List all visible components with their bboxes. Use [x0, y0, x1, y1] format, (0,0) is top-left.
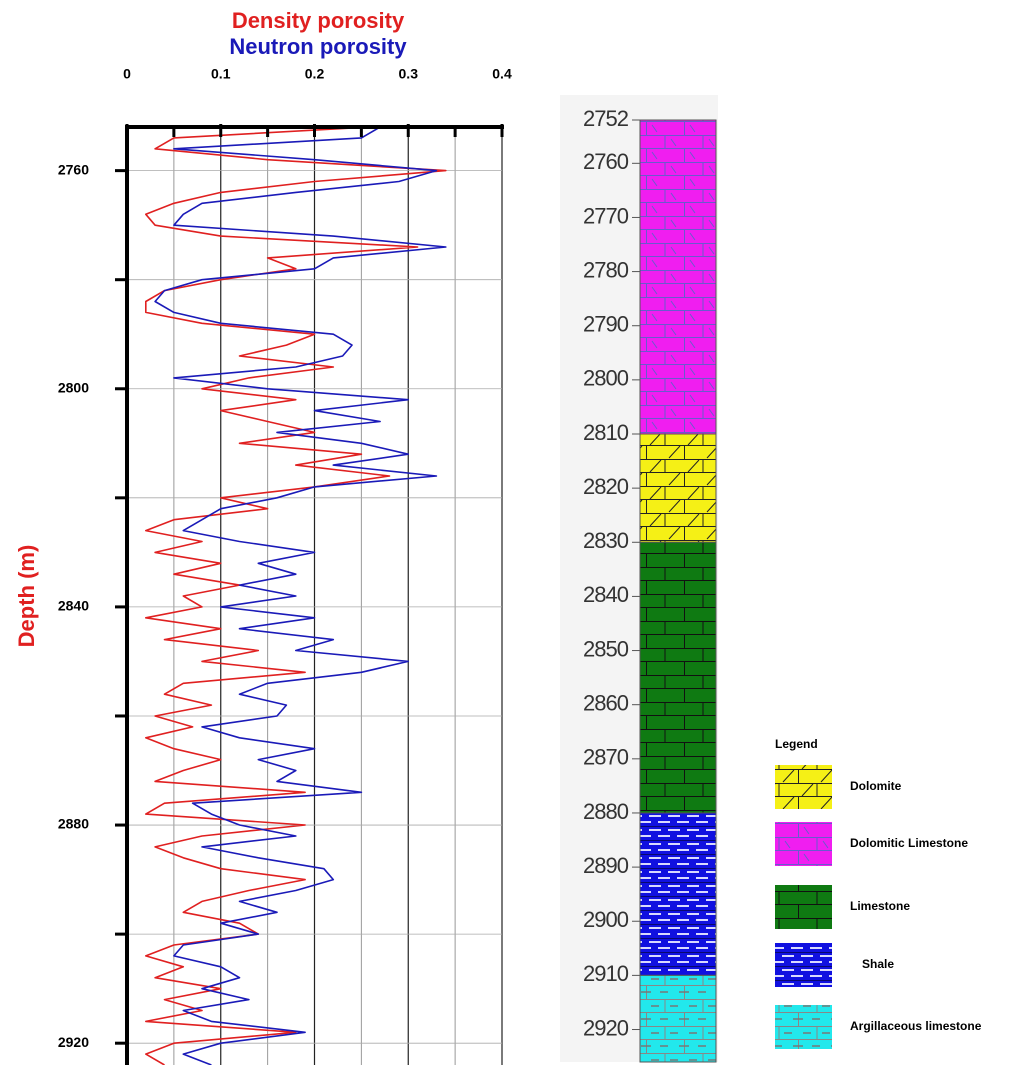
legend-swatch-pattern — [775, 885, 832, 929]
legend: Dolomite Dolomitic Limestone Limestone Shal… — [775, 765, 982, 1049]
y-tick-label: 2810 — [583, 420, 629, 445]
log-curve — [154, 127, 447, 1065]
y-tick-label: 2860 — [583, 691, 629, 716]
x-tick-label: 0.2 — [305, 66, 325, 82]
y-tick-label: 2760 — [58, 161, 89, 177]
y-tick-label: 2880 — [58, 816, 89, 832]
lithology-pattern — [640, 434, 716, 543]
y-tick-label: 2790 — [583, 312, 629, 337]
lithology-column: 2752 2760 2770 2780 2790 2800 2810 2820 2830 2840… — [560, 95, 718, 1063]
y-tick-label: 2770 — [583, 203, 629, 228]
lithology-pattern — [640, 120, 716, 434]
y-tick-label: 2830 — [583, 528, 629, 553]
axes: 0 0.1 0.2 0.3 0.4 2760 2800 2840 2880 2920 — [58, 66, 512, 1065]
y-tick-label: 2900 — [583, 907, 629, 932]
y-tick-label: 2850 — [583, 636, 629, 661]
lithology-pattern — [640, 975, 716, 1062]
curves — [145, 127, 447, 1065]
y-tick-label: 2880 — [583, 799, 629, 824]
y-tick-label: 2820 — [583, 474, 629, 499]
y-tick-label: 2890 — [583, 853, 629, 878]
y-tick-label: 2800 — [58, 379, 89, 395]
y-tick-label: 2800 — [583, 366, 629, 391]
lithology-border — [639, 119, 717, 435]
legend-label: Dolomite — [850, 779, 902, 793]
y-axis-title: Depth (m) — [14, 545, 39, 648]
legend-label: Shale — [862, 957, 894, 971]
series-title: Neutron porosity — [229, 34, 407, 59]
legend-title: Legend — [775, 737, 818, 751]
legend-swatch-pattern — [775, 765, 832, 809]
y-tick-label: 2920 — [583, 1015, 629, 1040]
x-tick-label: 0.3 — [399, 66, 419, 82]
y-tick-label: 2752 — [583, 106, 629, 131]
x-tick-label: 0 — [123, 66, 131, 82]
y-tick-label: 2840 — [583, 582, 629, 607]
legend-swatch-pattern — [775, 1005, 832, 1049]
legend-label: Limestone — [850, 899, 910, 913]
y-tick-label: 2760 — [583, 149, 629, 174]
log-curve — [145, 127, 447, 1065]
y-tick-label: 2780 — [583, 257, 629, 282]
legend-label: Dolomitic Limestone — [850, 836, 968, 850]
legend-label: Argillaceous limestone — [850, 1019, 982, 1033]
lithology-border — [639, 974, 717, 1063]
y-tick-label: 2910 — [583, 961, 629, 986]
legend-swatch-pattern — [775, 943, 832, 987]
legend-swatch-pattern — [775, 822, 832, 866]
y-tick-label: 2920 — [58, 1034, 89, 1050]
lithology-pattern — [640, 812, 716, 976]
x-tick-label: 0.1 — [211, 66, 231, 82]
lithology-pattern — [640, 542, 716, 813]
y-tick-label: 2840 — [58, 598, 89, 614]
y-tick-label: 2870 — [583, 745, 629, 770]
x-tick-label: 0.4 — [492, 66, 512, 82]
series-title: Density porosity — [232, 8, 405, 33]
